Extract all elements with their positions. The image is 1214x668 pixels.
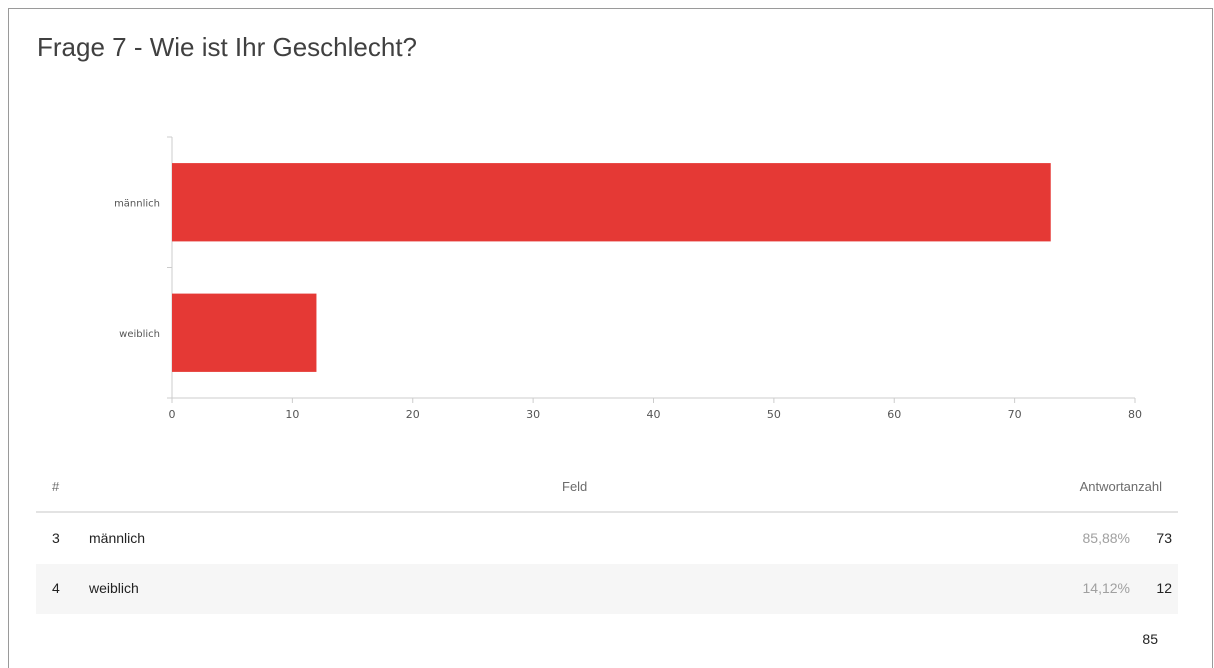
bar-männlich xyxy=(172,163,1051,242)
row-percent: 85,88% xyxy=(1082,530,1130,546)
x-tick-label: 30 xyxy=(526,408,540,421)
question-title: Frage 7 - Wie ist Ihr Geschlecht? xyxy=(37,32,418,62)
row-percent: 14,12% xyxy=(1082,580,1130,596)
bar-chart: 0 10 20 30 40 50 60 70 80 männlich weiblich xyxy=(114,136,1142,421)
category-label: weiblich xyxy=(119,329,160,340)
x-tick-label: 50 xyxy=(767,408,781,421)
table-header-num: # xyxy=(52,479,60,494)
row-label: männlich xyxy=(89,530,146,546)
table-row: 3 männlich 85,88% 73 xyxy=(36,514,1178,564)
table-header-count: Antwortanzahl xyxy=(1079,479,1162,494)
total-count: 85 xyxy=(1142,631,1158,647)
x-tick-label: 70 xyxy=(1008,408,1022,421)
table-header-field: Feld xyxy=(562,479,588,494)
x-tick-label: 0 xyxy=(169,408,176,421)
x-tick-label: 40 xyxy=(647,408,661,421)
row-label: weiblich xyxy=(89,580,139,596)
row-number: 3 xyxy=(52,530,60,546)
bar-weiblich xyxy=(172,293,317,372)
report-panel xyxy=(8,8,1213,668)
x-tick-label: 20 xyxy=(406,408,420,421)
x-tick-label: 60 xyxy=(887,408,901,421)
table-header-divider xyxy=(36,511,1178,513)
x-tick-label: 10 xyxy=(285,408,299,421)
row-count: 73 xyxy=(1156,530,1172,546)
table-row: 4 weiblich 14,12% 12 xyxy=(36,564,1178,614)
category-label: männlich xyxy=(114,198,160,209)
row-number: 4 xyxy=(52,580,60,596)
row-count: 12 xyxy=(1156,580,1172,596)
x-tick-label: 80 xyxy=(1128,408,1142,421)
